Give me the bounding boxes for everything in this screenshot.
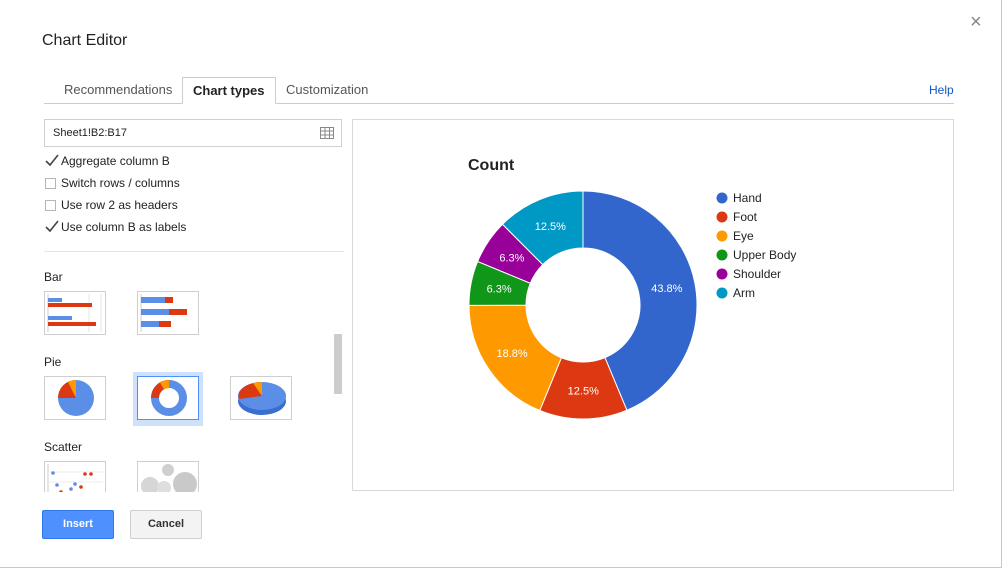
legend-swatch <box>716 268 728 280</box>
slice-data-label: 6.3% <box>487 283 512 295</box>
slice-data-label: 18.8% <box>496 348 527 360</box>
slice-data-label: 12.5% <box>535 221 566 233</box>
legend-entry[interactable]: Foot <box>733 210 758 224</box>
legend-swatch <box>716 230 728 242</box>
option-switch-rows-columns[interactable]: Switch rows / columns <box>45 175 180 191</box>
donut-chart-icon <box>151 380 187 416</box>
checkbox-icon[interactable] <box>45 177 56 189</box>
chart-title: Count <box>468 157 515 174</box>
scatter-chart-icon <box>47 464 103 492</box>
chart-list-scrollbar[interactable] <box>334 334 342 394</box>
option-label: Switch rows / columns <box>61 176 180 190</box>
checkbox-icon[interactable] <box>45 199 56 211</box>
legend-entry[interactable]: Shoulder <box>733 267 781 281</box>
cancel-button[interactable]: Cancel <box>130 510 202 539</box>
3d-pie-chart-icon <box>238 381 286 415</box>
close-icon[interactable]: × <box>970 11 982 33</box>
legend-entry[interactable]: Arm <box>733 286 755 300</box>
stacked-bar-chart-icon <box>140 294 187 332</box>
checkbox-checked-icon[interactable] <box>45 154 59 167</box>
help-link[interactable]: Help <box>929 83 954 97</box>
grid-select-icon[interactable] <box>320 127 334 139</box>
legend-swatch <box>716 287 728 299</box>
stacked-bar-chart-thumbnail[interactable] <box>137 291 199 335</box>
tab-recommendations[interactable]: Recommendations <box>64 82 173 97</box>
option-label: Use column B as labels <box>61 220 187 234</box>
section-label-pie: Pie <box>44 355 62 369</box>
scatter-chart-thumbnail[interactable] <box>44 461 106 492</box>
chart-type-list: Bar Pie <box>44 262 330 492</box>
donut-slice-eye[interactable] <box>468 304 563 412</box>
bar-chart-thumbnail[interactable] <box>44 291 106 335</box>
tab-bar: Recommendations Chart types Customizatio… <box>44 77 954 104</box>
legend-entry[interactable]: Upper Body <box>733 248 796 262</box>
insert-button[interactable]: Insert <box>42 510 114 539</box>
bubble-chart-icon <box>141 464 197 492</box>
donut-chart: Count 43.8% 12.5% 18.8% 6.3% 6.3% 12.5% Hand F… <box>468 157 796 420</box>
legend-entry[interactable]: Eye <box>733 229 754 243</box>
section-label-scatter: Scatter <box>44 440 83 454</box>
option-aggregate-column[interactable]: Aggregate column B <box>45 153 170 169</box>
bar-chart-icon <box>47 294 102 332</box>
legend-swatch <box>716 192 728 204</box>
option-use-column-labels[interactable]: Use column B as labels <box>45 219 186 235</box>
pie-chart-icon <box>58 380 94 416</box>
option-label: Aggregate column B <box>61 154 170 168</box>
data-range-value: Sheet1!B2:B17 <box>53 127 128 139</box>
3d-pie-chart-thumbnail[interactable] <box>230 376 292 420</box>
dialog-title: Chart Editor <box>42 32 128 49</box>
option-label: Use row 2 as headers <box>61 198 178 212</box>
data-range-input[interactable]: Sheet1!B2:B17 <box>44 119 342 147</box>
chart-preview: Count 43.8% 12.5% 18.8% 6.3% 6.3% 12.5% Hand F… <box>352 119 954 491</box>
checkbox-checked-icon[interactable] <box>45 220 59 233</box>
donut-slice-arm[interactable] <box>501 190 584 266</box>
legend-swatch <box>716 211 728 223</box>
tab-chart-types[interactable]: Chart types <box>182 77 276 104</box>
tab-customization[interactable]: Customization <box>286 82 369 97</box>
slice-data-label: 43.8% <box>651 283 682 295</box>
pie-chart-thumbnail[interactable] <box>44 376 106 420</box>
donut-slice-hand[interactable] <box>582 190 698 411</box>
legend-entry[interactable]: Hand <box>733 191 762 205</box>
bubble-chart-thumbnail[interactable] <box>137 461 199 492</box>
slice-data-label: 12.5% <box>568 385 599 397</box>
slice-data-label: 6.3% <box>499 252 524 264</box>
divider <box>44 251 344 252</box>
section-label-bar: Bar <box>44 270 63 284</box>
donut-chart-thumbnail[interactable] <box>137 376 199 420</box>
legend-swatch <box>716 249 728 261</box>
option-use-row-headers[interactable]: Use row 2 as headers <box>45 197 178 213</box>
